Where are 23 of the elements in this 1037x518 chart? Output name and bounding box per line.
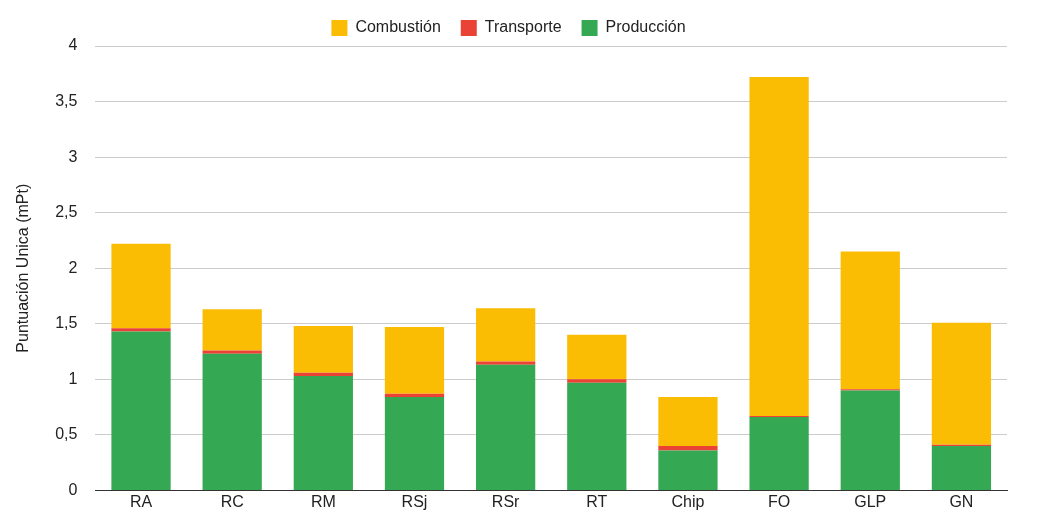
y-tick-label: 1 [68, 369, 78, 387]
y-tick-label: 2 [68, 258, 78, 276]
x-tick-label: GN [949, 493, 974, 511]
x-tick-label: RA [129, 493, 153, 511]
y-axis-title: Puntuación Unica (mPt) [14, 183, 32, 353]
legend-label: Transporte [484, 18, 562, 36]
y-tick-label: 0,5 [55, 425, 78, 443]
x-tick-label: RM [310, 493, 336, 511]
y-tick-label: 3,5 [55, 91, 78, 109]
x-tick-label: RT [586, 493, 608, 511]
x-tick-label: Chip [671, 493, 705, 511]
x-tick-label: RC [220, 493, 244, 511]
y-tick-label: 1,5 [55, 314, 78, 332]
x-tick-label: FO [768, 493, 791, 511]
y-tick-label: 2,5 [55, 203, 78, 221]
x-tick-label: RSj [401, 493, 428, 511]
y-tick-label: 4 [68, 36, 78, 54]
legend-label: Producción [605, 18, 686, 36]
y-tick-label: 0 [68, 480, 78, 498]
y-tick-label: 3 [68, 147, 78, 165]
legend-label: Combustión [355, 18, 441, 36]
x-tick-label: RSr [491, 493, 521, 511]
x-tick-label: GLP [854, 493, 887, 511]
